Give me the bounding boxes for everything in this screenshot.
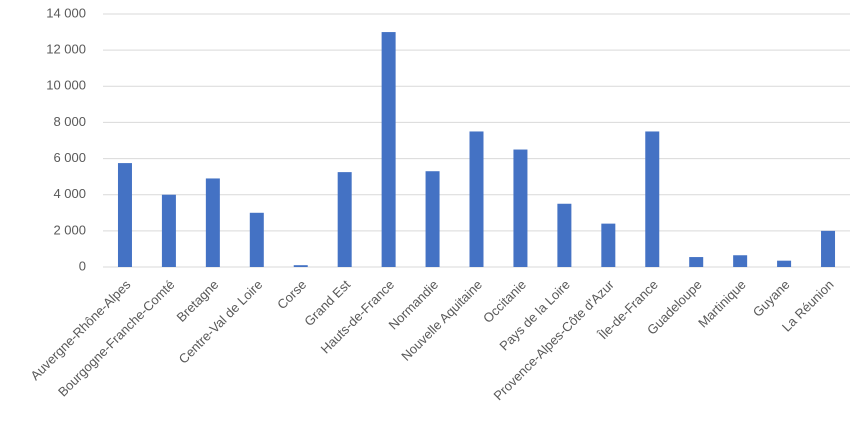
x-tick-label: Nouvelle Aquitaine — [398, 277, 485, 364]
x-tick-label: Martinique — [695, 277, 749, 331]
x-tick-label: Centre-Val de Loire — [176, 277, 266, 367]
bar — [249, 212, 264, 267]
bar — [469, 131, 484, 267]
bar — [821, 230, 836, 267]
y-tick-label: 2 000 — [53, 222, 86, 237]
bar — [293, 265, 308, 267]
bar — [733, 255, 748, 267]
bar — [381, 32, 396, 268]
bar — [513, 149, 528, 267]
x-tick-label: Guyane — [750, 277, 793, 320]
bar — [205, 178, 220, 267]
y-tick-label: 10 000 — [46, 78, 86, 93]
bar — [337, 172, 352, 267]
bar — [557, 203, 572, 267]
bar — [425, 171, 440, 267]
y-tick-label: 0 — [79, 258, 86, 273]
bar — [161, 194, 176, 267]
bar — [645, 131, 660, 267]
y-tick-label: 4 000 — [53, 186, 86, 201]
y-tick-label: 12 000 — [46, 42, 86, 57]
bar — [777, 260, 792, 267]
y-tick-label: 14 000 — [46, 5, 86, 20]
x-tick-label: Corse — [274, 277, 309, 312]
bar — [689, 257, 704, 267]
y-tick-label: 6 000 — [53, 150, 86, 165]
bar — [601, 223, 616, 267]
bar — [117, 163, 132, 267]
y-tick-label: 8 000 — [53, 114, 86, 129]
